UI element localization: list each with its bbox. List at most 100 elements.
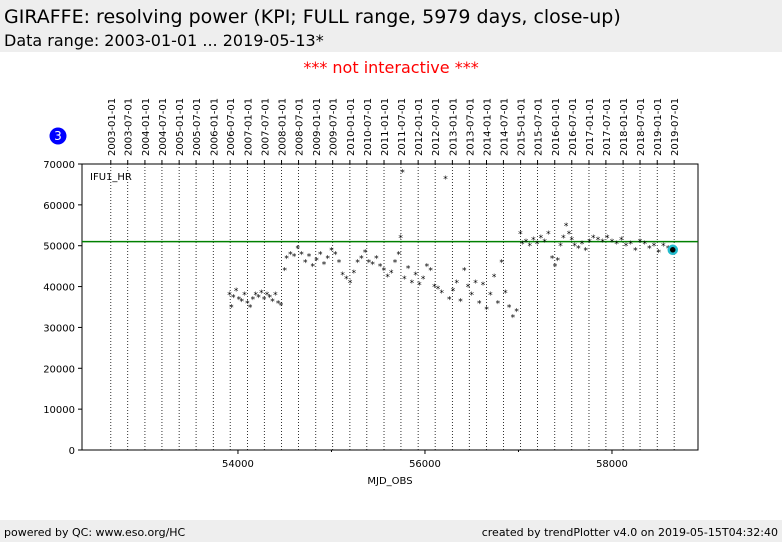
point: *: [251, 295, 256, 305]
point: *: [600, 238, 605, 248]
footer: powered by QC: www.eso.org/HC created by…: [0, 520, 782, 542]
top-tick-label: 2015-07-01: [534, 98, 545, 156]
point: *: [567, 230, 572, 240]
top-tick-label: 2007-07-01: [260, 98, 271, 156]
point: *: [311, 263, 316, 273]
point: *: [584, 246, 589, 256]
point: *: [253, 291, 258, 301]
top-tick-label: 2007-01-01: [243, 98, 254, 156]
point: *: [234, 287, 239, 297]
point: *: [239, 297, 244, 307]
highlight-point: [667, 244, 679, 256]
point: *: [282, 267, 287, 277]
point: *: [484, 306, 489, 316]
point: *: [398, 234, 403, 244]
point: *: [524, 238, 529, 248]
point: *: [268, 293, 273, 303]
point: *: [436, 285, 441, 295]
point: *: [400, 169, 405, 179]
point: *: [451, 287, 456, 297]
header: GIRAFFE: resolving power (KPI; FULL rang…: [0, 0, 782, 52]
point: *: [492, 273, 497, 283]
top-tick-label: 2019-01-01: [653, 98, 664, 156]
point: *: [288, 250, 293, 260]
top-tick-label: 2006-01-01: [209, 98, 220, 156]
footer-left: powered by QC: www.eso.org/HC: [4, 526, 186, 539]
y-tick-label: 20000: [43, 364, 75, 375]
top-tick-label: 2011-07-01: [397, 98, 408, 156]
point: *: [614, 240, 619, 250]
top-tick-label: 2004-07-01: [158, 98, 169, 156]
x-tick-label: 58000: [596, 459, 628, 470]
point: *: [279, 301, 284, 311]
point: *: [447, 295, 452, 305]
point: *: [633, 246, 638, 256]
point: *: [231, 293, 236, 303]
point: *: [265, 291, 270, 301]
top-tick-label: 2013-07-01: [465, 98, 476, 156]
point: *: [363, 248, 368, 258]
point: *: [344, 275, 349, 285]
top-tick-label: 2018-07-01: [636, 98, 647, 156]
point: *: [558, 242, 563, 252]
point: *: [370, 261, 375, 271]
point: *: [539, 234, 544, 244]
point: *: [314, 257, 319, 267]
annotation: IFU1_HR: [90, 172, 132, 183]
top-tick-label: 2008-07-01: [295, 98, 306, 156]
point: *: [276, 299, 281, 309]
point: *: [458, 297, 463, 307]
badge-circle: [49, 127, 67, 145]
point: *: [348, 279, 353, 289]
top-tick-label: 2006-07-01: [226, 98, 237, 156]
point: *: [455, 279, 460, 289]
point: *: [656, 248, 661, 258]
point: *: [473, 279, 478, 289]
top-tick-label: 2011-01-01: [380, 98, 391, 156]
point: *: [572, 242, 577, 252]
point: *: [550, 254, 555, 264]
point: *: [499, 259, 504, 269]
point: *: [507, 304, 512, 314]
point: *: [340, 271, 345, 281]
point: *: [421, 275, 426, 285]
point: *: [564, 222, 569, 232]
point: *: [580, 240, 585, 250]
point: *: [367, 259, 372, 269]
x-axis-label: MJD_OBS: [367, 476, 412, 487]
point: *: [587, 238, 592, 248]
point: *: [413, 271, 418, 281]
top-tick-label: 2012-01-01: [414, 98, 425, 156]
top-tick-label: 2003-01-01: [107, 98, 118, 156]
top-tick-label: 2009-07-01: [329, 98, 340, 156]
point: *: [382, 267, 387, 277]
point: *: [514, 308, 519, 318]
point: *: [237, 295, 242, 305]
y-tick-label: 40000: [43, 283, 75, 294]
point: *: [378, 263, 383, 273]
point: *: [259, 289, 264, 299]
point: *: [262, 295, 267, 305]
point: *: [385, 273, 390, 283]
top-tick-label: 2005-01-01: [175, 98, 186, 156]
top-tick-label: 2008-01-01: [278, 98, 289, 156]
point: *: [443, 175, 448, 185]
point: *: [303, 259, 308, 269]
point: *: [397, 250, 402, 260]
point: *: [591, 234, 596, 244]
point: *: [466, 283, 471, 293]
point: *: [628, 240, 633, 250]
point: *: [647, 244, 652, 254]
top-tick-label: 2019-07-01: [670, 98, 681, 156]
point: *: [337, 259, 342, 269]
point: *: [652, 242, 657, 252]
point: *: [374, 254, 379, 264]
top-tick-label: 2018-01-01: [619, 98, 630, 156]
x-tick-label: 54000: [222, 459, 254, 470]
point: *: [284, 254, 289, 264]
title: GIRAFFE: resolving power (KPI; FULL rang…: [4, 6, 621, 28]
point: *: [402, 275, 407, 285]
point: *: [576, 244, 581, 254]
point: *: [496, 299, 501, 309]
